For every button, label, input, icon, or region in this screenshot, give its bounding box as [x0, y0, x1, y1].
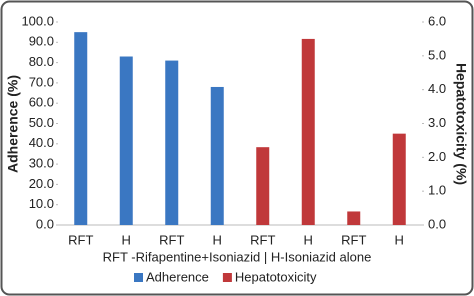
y-axis-title: Adherence (%) [5, 75, 21, 173]
bar [74, 32, 88, 226]
y2-tick-label: 5.0 [428, 47, 446, 62]
y2-tick-label: 2.0 [428, 149, 446, 164]
bar [165, 60, 179, 225]
x-tick-label: H [395, 232, 404, 247]
y-tick-label: 20.0 [29, 176, 54, 191]
x-tick-label: RFT [68, 232, 93, 247]
y-tick-label: 100.0 [21, 13, 54, 28]
y-tick-label: 30.0 [29, 156, 54, 171]
bar [347, 211, 361, 225]
bar [210, 86, 224, 226]
x-tick-label: H [213, 232, 222, 247]
y-tick-label: 60.0 [29, 95, 54, 110]
y2-tick-label: 6.0 [428, 13, 446, 28]
y2-axis-title: Hepatotoxicity (%) [453, 63, 469, 185]
y-tick-label: 0.0 [36, 216, 54, 231]
x-tick-label: H [304, 232, 313, 247]
y-tick-label: 40.0 [29, 135, 54, 150]
y-tick-label: 80.0 [29, 54, 54, 69]
bar [301, 38, 315, 225]
x-axis-title: RFT -Rifapentine+Isoniazid | H-Isoniazid… [103, 249, 372, 264]
y-tick-label: 50.0 [29, 115, 54, 130]
x-tick-label: RFT [250, 232, 275, 247]
legend-label: Hepatotoxicity [235, 269, 317, 284]
legend-swatch [134, 273, 143, 282]
bar [392, 133, 406, 225]
y-tick-label: 10.0 [29, 196, 54, 211]
bar [256, 147, 270, 225]
y2-tick-label: 4.0 [428, 81, 446, 96]
x-tick-label: RFT [159, 232, 184, 247]
legend-label: Adherence [146, 269, 209, 284]
y2-tick-label: 0.0 [428, 216, 446, 231]
x-tick-label: H [122, 232, 131, 247]
y2-tick-label: 3.0 [428, 115, 446, 130]
y-tick-label: 90.0 [29, 34, 54, 49]
y2-tick-label: 1.0 [428, 183, 446, 198]
y-tick-label: 70.0 [29, 74, 54, 89]
bar [119, 56, 133, 226]
x-tick-label: RFT [341, 232, 366, 247]
legend-swatch [222, 273, 232, 282]
